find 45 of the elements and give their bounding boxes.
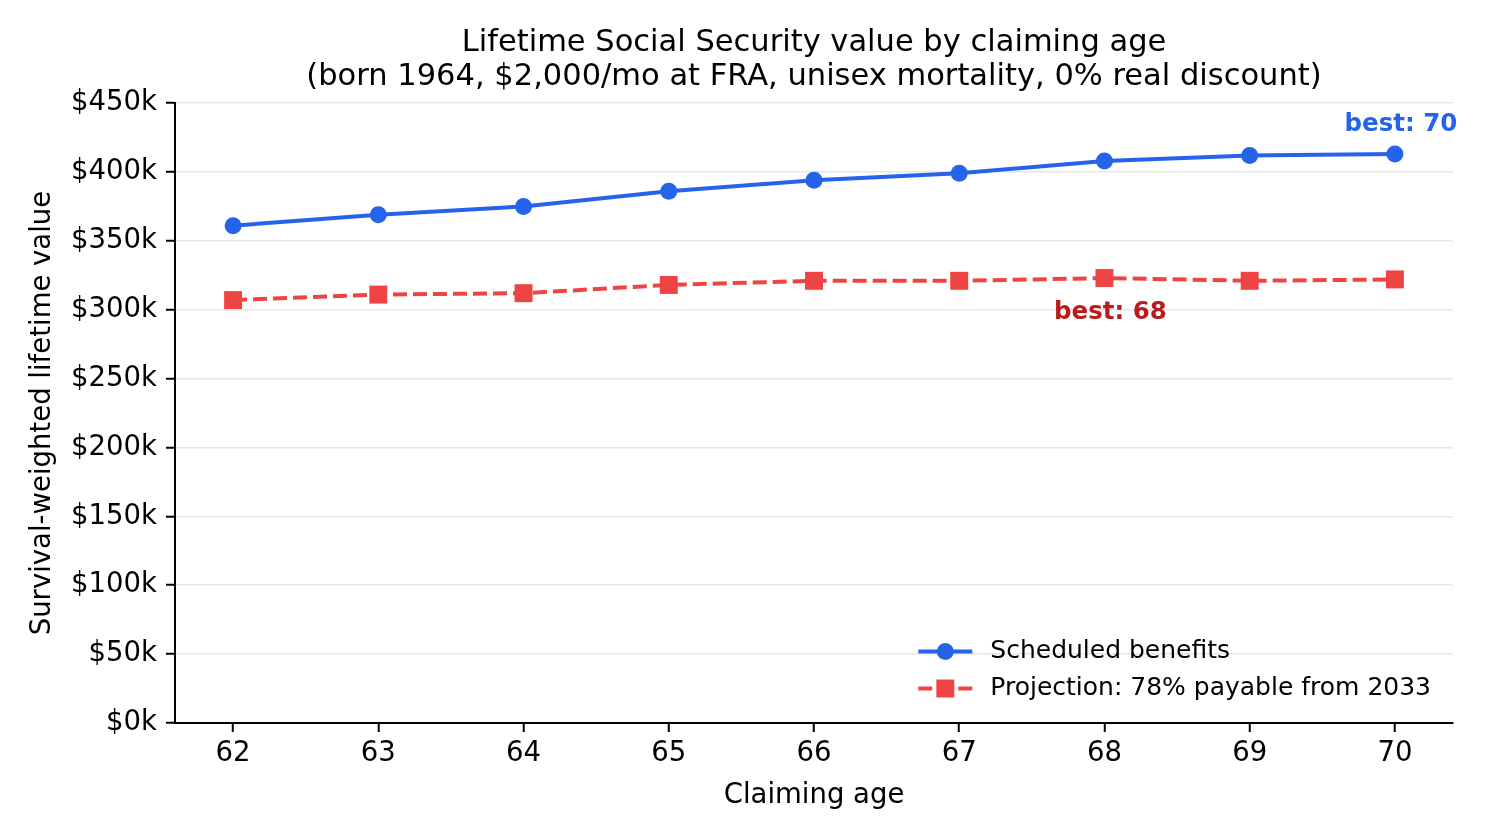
point	[950, 271, 969, 290]
point	[660, 182, 678, 200]
x-tick-label: 70	[1377, 734, 1413, 767]
legend-label: Scheduled benefits	[990, 635, 1231, 664]
point	[950, 164, 968, 182]
point	[515, 197, 533, 215]
chart-title: Lifetime Social Security value by claiming age	[461, 22, 1167, 58]
y-tick-label: $150k	[71, 497, 158, 530]
y-tick-label: $50k	[88, 635, 158, 668]
y-tick-label: $0k	[106, 704, 158, 737]
point	[805, 271, 823, 290]
point	[1095, 152, 1113, 170]
chart-subtitle: (born 1964, $2,000/mo at FRA, unisex mortality, 0% real discount)	[306, 57, 1322, 93]
annotation: best: 68	[1054, 296, 1167, 326]
point	[805, 171, 823, 189]
legend-label: Projection: 78% payable from 2033	[990, 672, 1431, 701]
y-tick-label: $350k	[71, 222, 158, 254]
x-tick-label: 63	[360, 734, 396, 767]
x-tick-label: 66	[796, 734, 832, 767]
x-tick-label: 62	[215, 734, 251, 767]
point	[1095, 269, 1114, 288]
x-axis-title: Claiming age	[723, 776, 905, 809]
annotation: best: 70	[1344, 108, 1458, 138]
y-tick-label: $300k	[71, 290, 158, 323]
x-tick-label: 67	[941, 734, 977, 767]
x-tick-label: 68	[1086, 734, 1122, 767]
x-tick-label: 65	[651, 734, 687, 767]
point	[1240, 271, 1259, 290]
y-tick-label: $400k	[71, 153, 158, 186]
point	[514, 284, 533, 303]
y-axis-title: Survival-weighted lifetime value	[23, 190, 56, 636]
point	[224, 217, 242, 235]
y-tick-label: $200k	[71, 428, 158, 461]
point	[369, 206, 387, 224]
y-tick-label: $100k	[71, 566, 158, 599]
y-tick-label: $450k	[71, 84, 158, 117]
point	[224, 291, 243, 310]
x-tick-label: 69	[1232, 734, 1268, 767]
point	[1241, 146, 1259, 164]
x-tick-label: 64	[506, 734, 542, 767]
point	[659, 275, 678, 294]
point	[369, 285, 388, 304]
y-tick-label: $250k	[71, 359, 158, 392]
point	[1386, 145, 1404, 163]
point	[1385, 270, 1404, 289]
